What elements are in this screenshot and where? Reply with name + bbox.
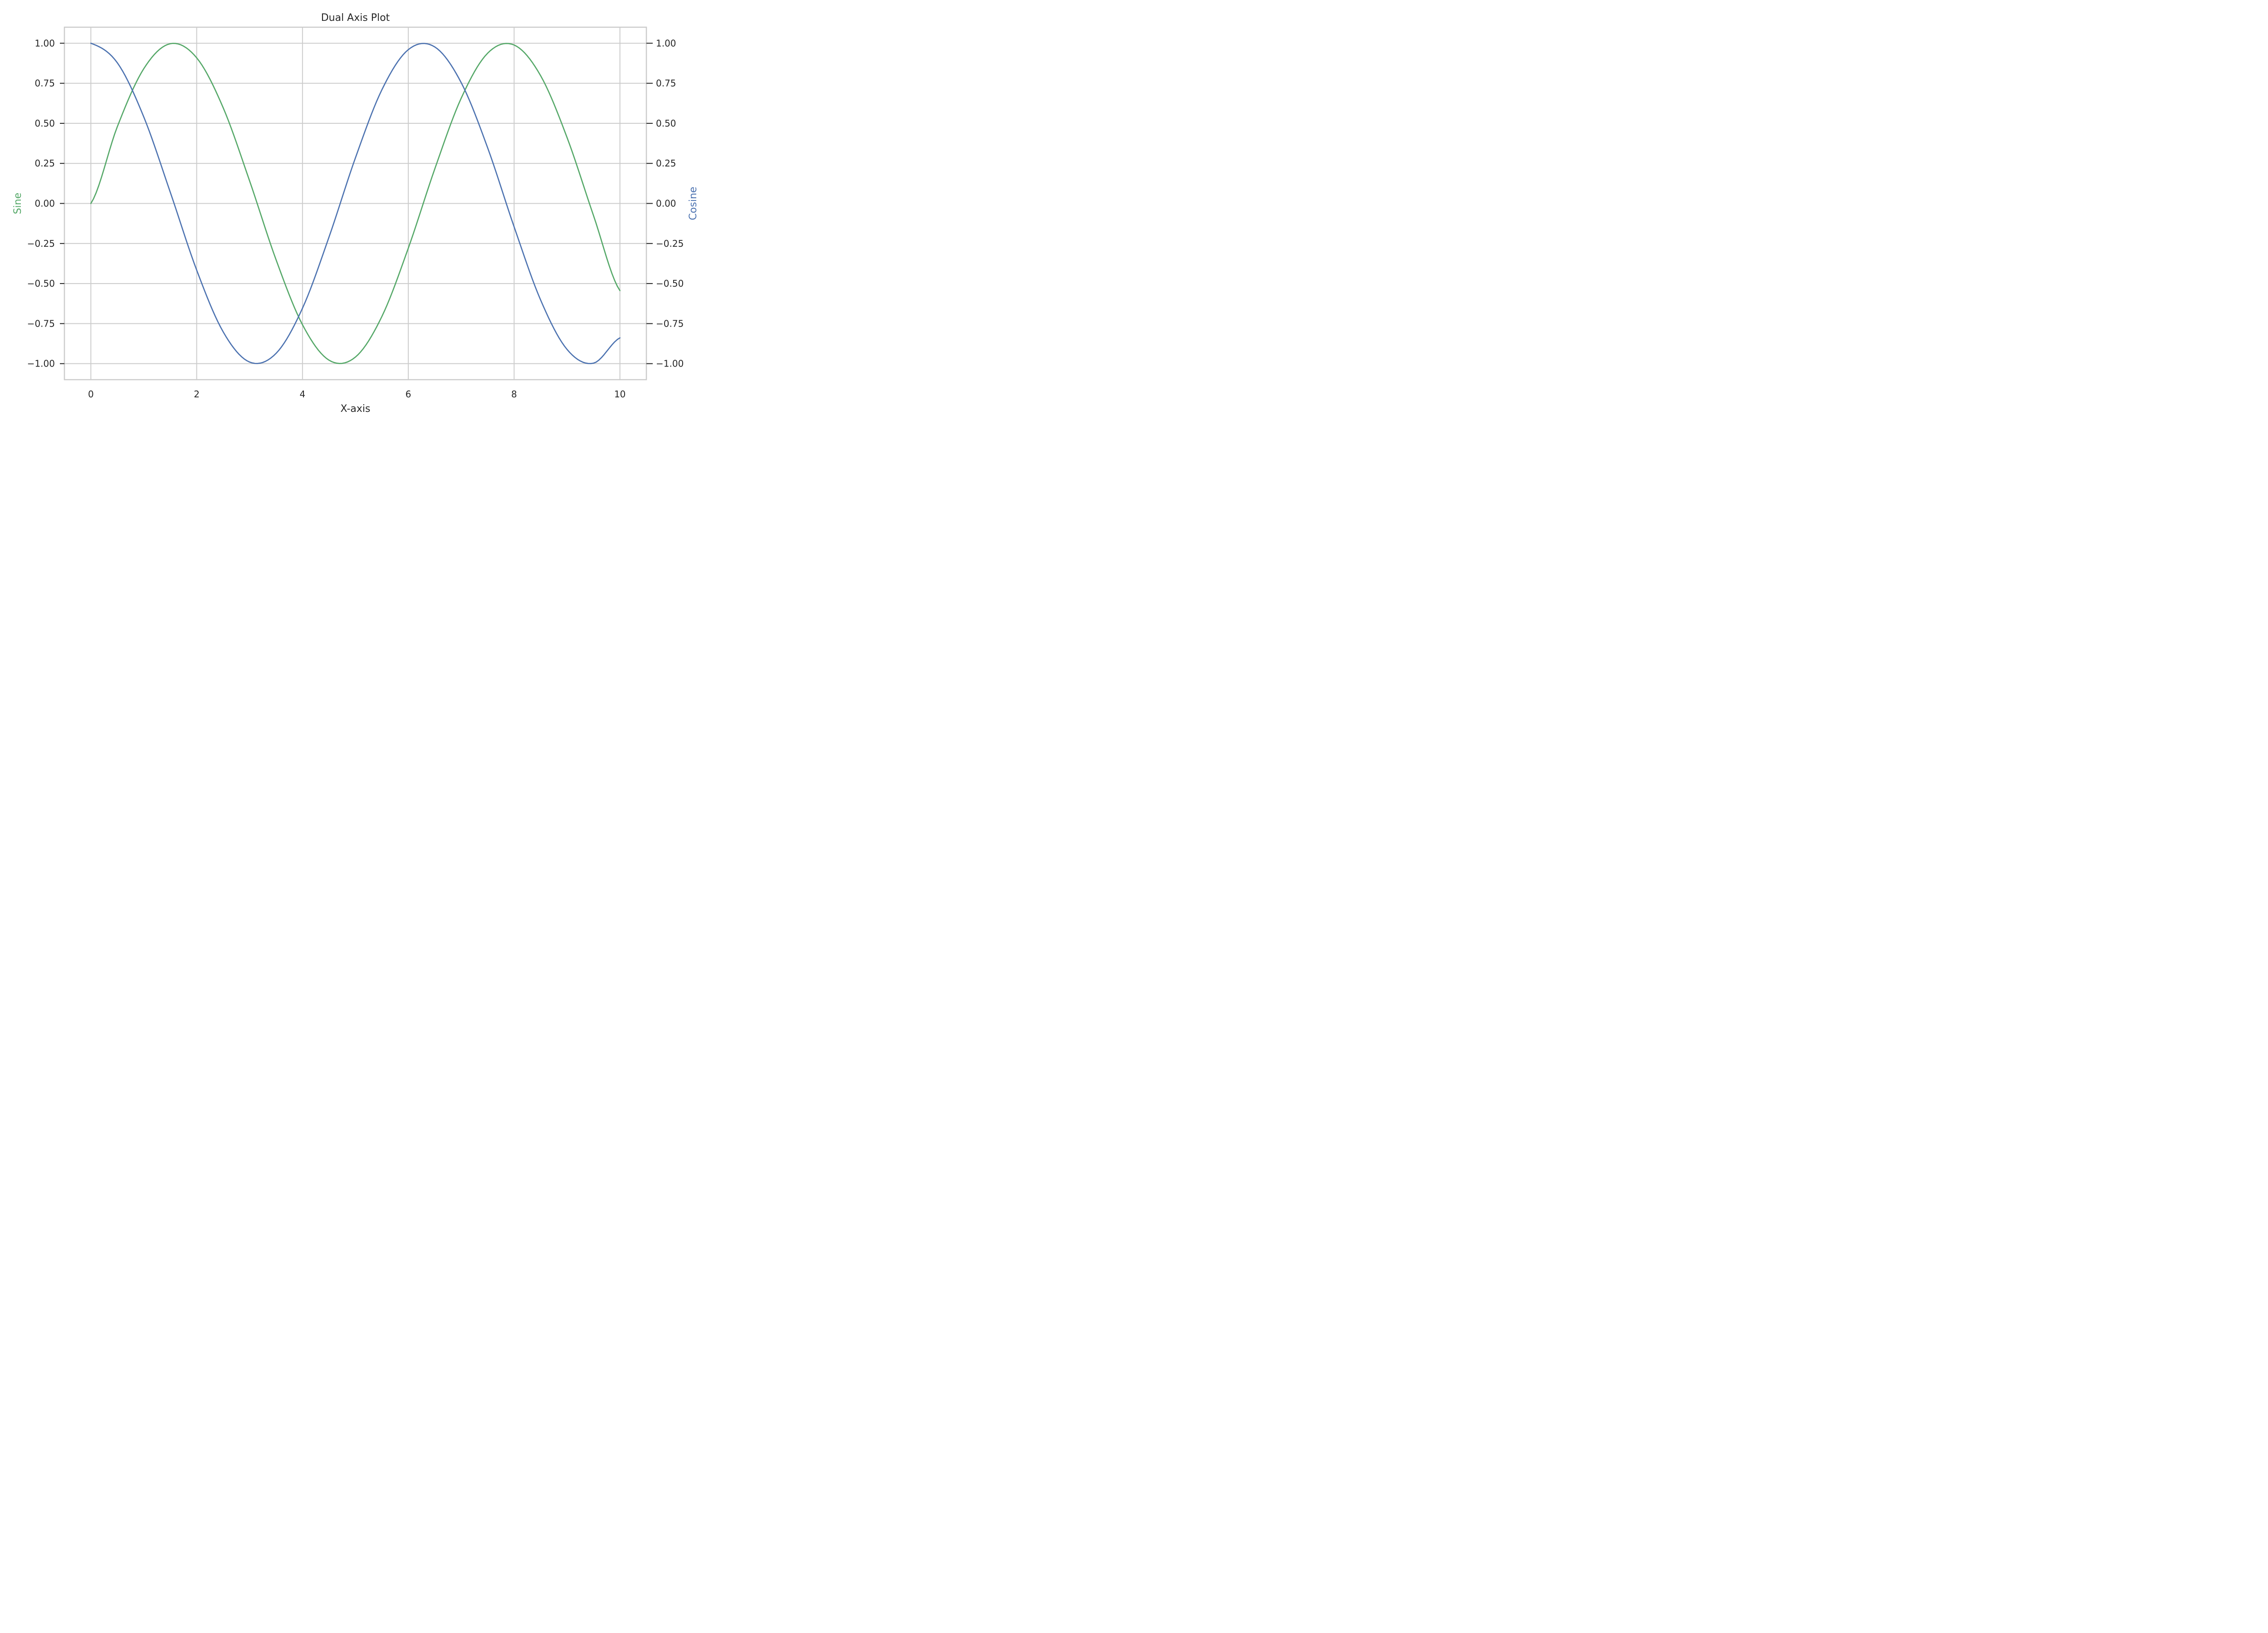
grid (64, 27, 646, 380)
x-tick-label: 2 (194, 389, 200, 400)
left-y-tick-label: −0.25 (27, 238, 55, 249)
right-y-tick-label: −1.00 (656, 358, 684, 369)
right-y-axis-label: Cosine (688, 187, 699, 220)
left-y-tick-label: −0.75 (27, 318, 55, 329)
x-tick-label: 10 (614, 389, 626, 400)
right-y-tick-label: 0.00 (656, 198, 676, 209)
left-y-tick-label: −0.50 (27, 278, 55, 289)
sine-series-line (90, 43, 621, 364)
x-axis-label: X-axis (341, 403, 371, 415)
chart-title: Dual Axis Plot (321, 12, 390, 24)
x-tick-label: 0 (88, 389, 94, 400)
left-y-tick-label: 0.00 (34, 198, 55, 209)
right-y-tick-label: 0.50 (656, 118, 676, 129)
left-y-tick-label: −1.00 (27, 358, 55, 369)
x-tick-label: 4 (299, 389, 305, 400)
x-tick-label: 6 (406, 389, 411, 400)
ticks: 0 2 4 6 8 10 1.00 1.00 0.75 0.75 0.50 0.50 0.25 0.25 0… (27, 38, 684, 400)
left-y-tick-label: 1.00 (34, 38, 55, 49)
right-y-tick-label: −0.50 (656, 278, 684, 289)
right-y-tick-label: −0.25 (656, 238, 684, 249)
left-y-axis-label: Sine (12, 193, 24, 215)
series-layer (90, 43, 621, 364)
x-tick-label: 8 (511, 389, 517, 400)
left-y-tick-label: 0.25 (34, 158, 55, 169)
right-y-tick-label: −0.75 (656, 318, 684, 329)
left-y-tick-label: 0.75 (34, 78, 55, 89)
left-y-tick-label: 0.50 (34, 118, 55, 129)
right-y-tick-label: 1.00 (656, 38, 676, 49)
dual-axis-line-chart: 0 2 4 6 8 10 1.00 1.00 0.75 0.75 0.50 0.50 0.25 0.25 0… (12, 12, 699, 415)
cosine-series-line (90, 43, 621, 364)
right-y-tick-label: 0.25 (656, 158, 676, 169)
right-y-tick-label: 0.75 (656, 78, 676, 89)
